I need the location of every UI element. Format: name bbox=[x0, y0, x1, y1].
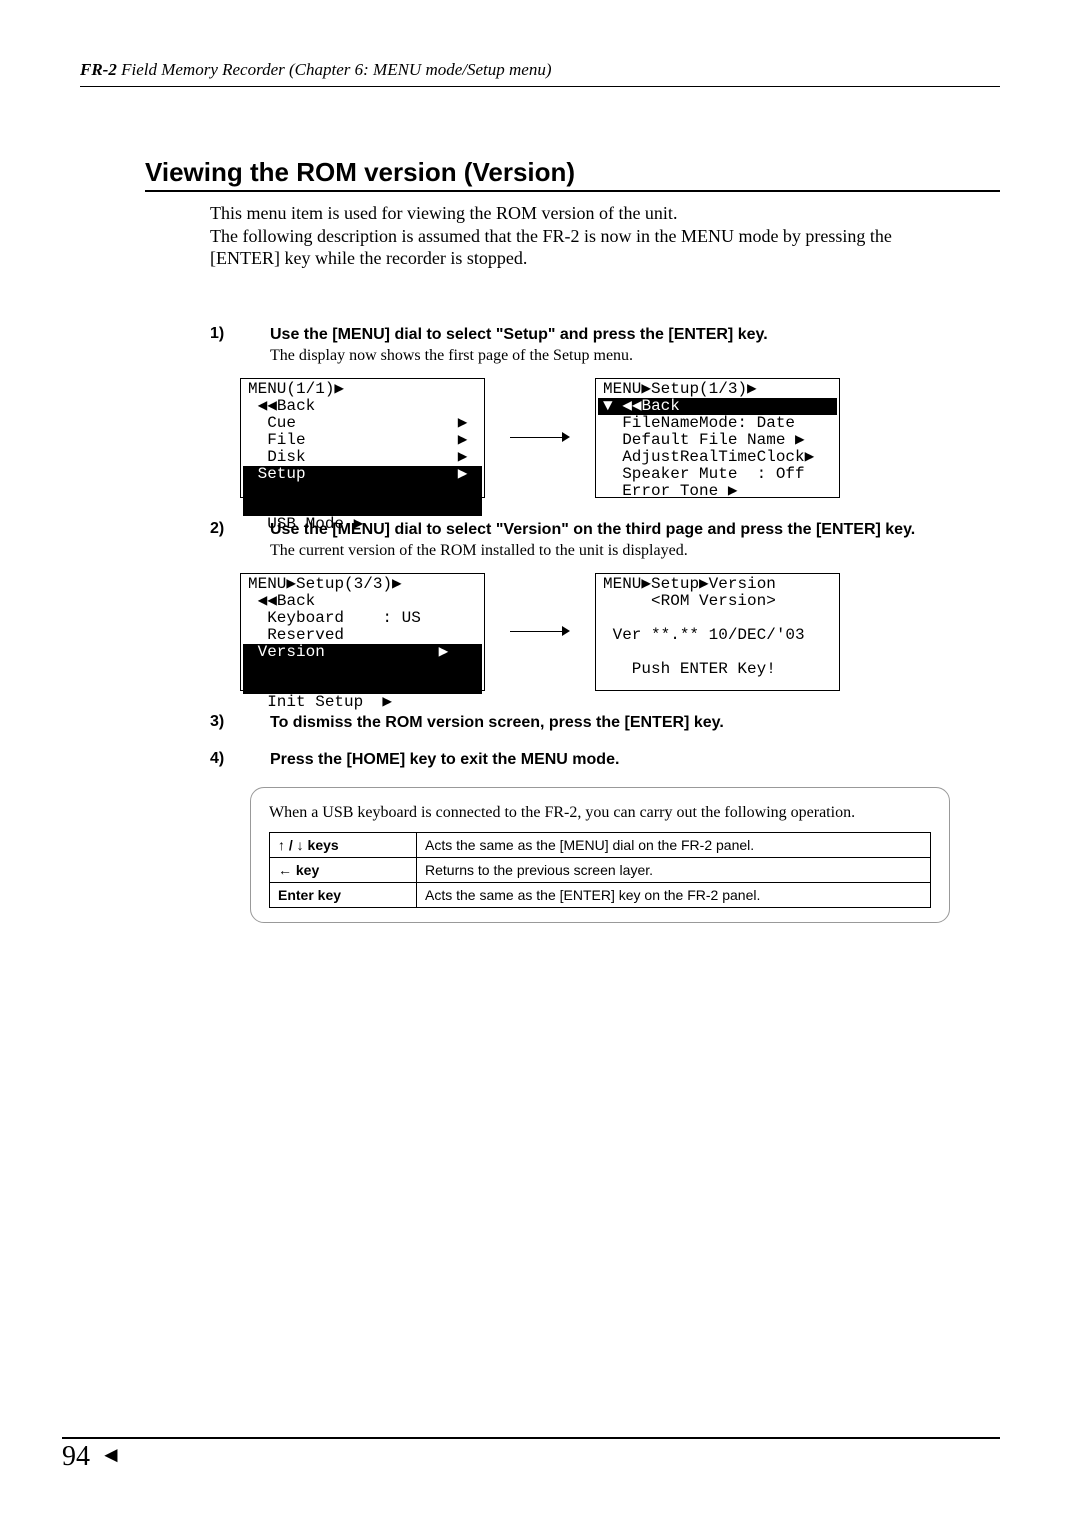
desc-cell: Acts the same as the [MENU] dial on the … bbox=[417, 833, 931, 858]
step-sub: The current version of the ROM installed… bbox=[270, 541, 960, 561]
footer-arrow-icon: ◄ bbox=[100, 1442, 122, 1467]
step-4: 4) Press the [HOME] key to exit the MENU… bbox=[210, 750, 960, 769]
key-cell: ← key bbox=[270, 858, 417, 883]
running-header: FR-2 Field Memory Recorder (Chapter 6: M… bbox=[80, 60, 1000, 87]
keyboard-table: ↑ / ↓ keys Acts the same as the [MENU] d… bbox=[269, 832, 931, 908]
lcd-title: MENU▶Setup(3/3)▶ bbox=[243, 576, 482, 593]
step-1: 1) Use the [MENU] dial to select "Setup"… bbox=[210, 325, 960, 366]
step-main: Use the [MENU] dial to select "Setup" an… bbox=[270, 325, 960, 344]
lcd-title: MENU(1/1)▶ bbox=[243, 381, 482, 398]
lcd-setup-1-3: MENU▶Setup(1/3)▶ ▼ ◀◀Back FileNameMode: … bbox=[595, 378, 840, 498]
table-row: Enter key Acts the same as the [ENTER] k… bbox=[270, 883, 931, 908]
row-highlighted: Version▶ ▲▼ bbox=[243, 644, 482, 694]
desc-cell: Acts the same as the [ENTER] key on the … bbox=[417, 883, 931, 908]
lcd-setup-3-3: MENU▶Setup(3/3)▶ ◀◀Back Keyboard : US Re… bbox=[240, 573, 485, 691]
note-lead: When a USB keyboard is connected to the … bbox=[269, 804, 931, 822]
lcd-version: MENU▶Setup▶Version <ROM Version> Ver **.… bbox=[595, 573, 840, 691]
step-number: 4) bbox=[210, 750, 270, 769]
section-title: Viewing the ROM version (Version) bbox=[145, 157, 1000, 192]
arrow-icon bbox=[510, 427, 570, 449]
screens-row-2: MENU▶Setup(3/3)▶ ◀◀Back Keyboard : US Re… bbox=[80, 573, 1000, 691]
product-model: FR-2 bbox=[80, 60, 117, 79]
table-row: ← key Returns to the previous screen lay… bbox=[270, 858, 931, 883]
lcd-menu-1: MENU(1/1)▶ ◀◀Back Cue▶ File▶ Disk▶ Setup… bbox=[240, 378, 485, 498]
step-main: Press the [HOME] key to exit the MENU mo… bbox=[270, 750, 960, 769]
key-cell: Enter key bbox=[270, 883, 417, 908]
screens-row-1: MENU(1/1)▶ ◀◀Back Cue▶ File▶ Disk▶ Setup… bbox=[80, 378, 1000, 498]
page-footer: 94 ◄ bbox=[62, 1437, 1000, 1473]
arrow-icon bbox=[510, 621, 570, 643]
lcd-title: MENU▶Setup(1/3)▶ bbox=[598, 381, 837, 398]
keyboard-note-box: When a USB keyboard is connected to the … bbox=[250, 787, 950, 923]
step-sub: The display now shows the first page of … bbox=[270, 346, 960, 366]
step-number: 1) bbox=[210, 325, 270, 366]
page-number: 94 bbox=[62, 1441, 90, 1473]
row-highlighted: ▼ ◀◀Back bbox=[598, 398, 837, 415]
row-highlighted: Setup▶ ▲▼ bbox=[243, 466, 482, 516]
lcd-title: MENU▶Setup▶Version bbox=[598, 576, 837, 593]
desc-cell: Returns to the previous screen layer. bbox=[417, 858, 931, 883]
intro-paragraph: This menu item is used for viewing the R… bbox=[210, 202, 960, 270]
table-row: ↑ / ↓ keys Acts the same as the [MENU] d… bbox=[270, 833, 931, 858]
key-cell: ↑ / ↓ keys bbox=[270, 833, 417, 858]
